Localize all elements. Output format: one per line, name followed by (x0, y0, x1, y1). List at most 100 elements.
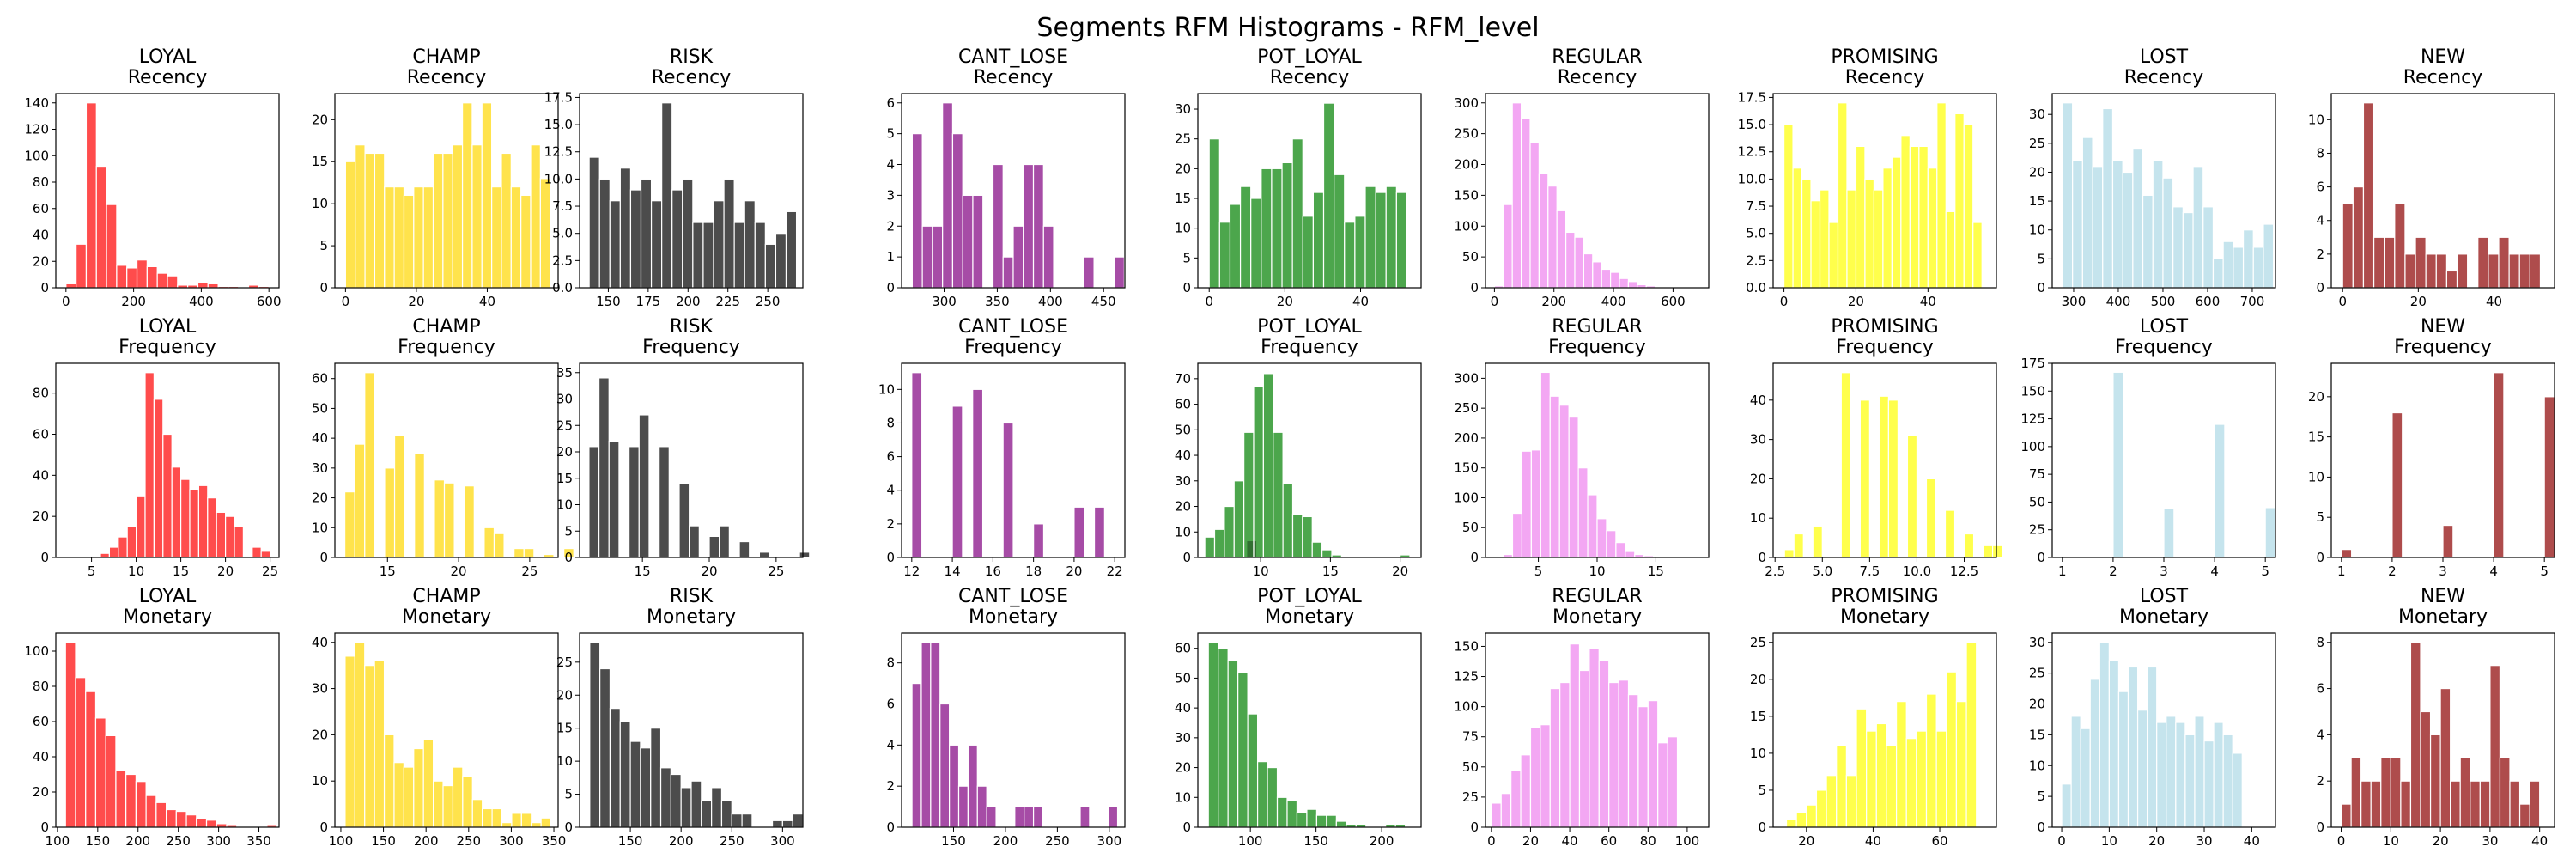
y-tick-label: 0 (886, 280, 895, 295)
histogram-bar (2493, 372, 2505, 558)
histogram-bar (1559, 681, 1571, 828)
histogram-bar (1944, 509, 1956, 558)
y-tick-label: 5 (1758, 783, 1766, 798)
histogram-bar (2459, 757, 2471, 828)
x-tick-label: 40 (479, 294, 495, 309)
histogram-bar (2425, 253, 2437, 289)
histogram-bar (393, 762, 404, 828)
y-tick-label: 0 (2316, 280, 2324, 295)
x-tick-label: 20 (451, 564, 467, 579)
histogram-bar (1609, 271, 1620, 289)
x-tick-label: 200 (676, 294, 701, 309)
y-tick-label: 20 (1175, 161, 1191, 176)
histogram-bar (2156, 722, 2167, 828)
histogram-bar (2172, 206, 2184, 289)
panel-segment-title: CHAMP (412, 316, 480, 338)
histogram-bar (2214, 423, 2226, 558)
histogram-bar (364, 665, 375, 828)
y-tick-label: 50 (1462, 249, 1479, 265)
histogram-bar (95, 165, 107, 289)
histogram-bar (1587, 494, 1598, 558)
histogram-bar (758, 551, 770, 558)
y-tick-label: 15 (312, 154, 328, 169)
histogram-bar (433, 780, 444, 828)
histogram-bar (1793, 533, 1804, 558)
y-tick-label: 0 (2316, 819, 2324, 835)
histogram-bar (2264, 507, 2276, 558)
histogram-bar (1855, 145, 1866, 289)
histogram-bar (393, 186, 405, 289)
panel-metric-title: Monetary (1840, 606, 1929, 628)
panel-segment-title: LOYAL (139, 46, 197, 68)
y-tick-label: 100 (1454, 699, 1479, 715)
histogram-bar (1326, 814, 1337, 828)
histogram-bar (207, 497, 217, 558)
histogram-bar (1845, 775, 1857, 828)
histogram-bar (216, 823, 228, 828)
histogram-bar (2499, 757, 2511, 828)
histogram-bar (720, 800, 732, 828)
histogram-bar (1079, 806, 1091, 828)
x-tick-label: 300 (206, 833, 231, 849)
panel-segment-title: REGULAR (1552, 46, 1642, 68)
y-tick-label: 70 (1175, 371, 1191, 387)
histogram-bar (2080, 728, 2091, 828)
histogram-bar (713, 200, 725, 289)
panel-metric-title: Monetary (647, 606, 736, 628)
x-tick-label: 350 (542, 833, 567, 849)
histogram-bar (1547, 186, 1558, 289)
histogram-bar (723, 178, 735, 289)
panel-segment-title: POT_LOYAL (1257, 46, 1362, 68)
histogram-bar (1491, 802, 1502, 828)
y-tick-label: 0 (40, 280, 49, 295)
y-tick-label: 15.0 (1738, 117, 1766, 132)
histogram-bar (1569, 643, 1581, 828)
y-tick-label: 10 (312, 773, 328, 789)
y-tick-label: 8 (2316, 635, 2324, 650)
x-tick-label: 4 (2210, 564, 2219, 579)
histogram-bar (1321, 549, 1333, 558)
histogram-bar (1247, 713, 1259, 828)
histogram-bar (972, 194, 984, 289)
y-tick-label: 10 (2308, 469, 2324, 484)
x-tick-label: 250 (456, 833, 481, 849)
histogram-bar (942, 102, 954, 289)
x-tick-label: 250 (166, 833, 191, 849)
histogram-bar (1836, 745, 1847, 828)
histogram-bar (764, 243, 777, 289)
histogram-bar (1204, 536, 1216, 558)
x-tick-label: 20 (1392, 564, 1408, 579)
histogram-bar (2342, 203, 2354, 289)
histogram-bar (1500, 793, 1512, 828)
y-tick-label: 25 (1750, 635, 1766, 650)
histogram-bar (1945, 210, 1956, 289)
histogram-bar (1032, 163, 1044, 289)
x-tick-label: 0 (1205, 294, 1213, 309)
y-tick-label: 25 (1175, 131, 1191, 147)
y-tick-label: 75 (1462, 729, 1479, 745)
x-tick-label: 300 (1097, 833, 1122, 849)
histogram-bar (2394, 203, 2406, 289)
y-tick-label: 25 (556, 655, 573, 670)
histogram-bar (344, 655, 355, 828)
x-tick-label: 150 (85, 833, 110, 849)
histogram-bar (1302, 216, 1315, 289)
histogram-bar (464, 485, 475, 558)
y-tick-label: 20 (33, 509, 49, 524)
x-tick-label: 2 (2109, 564, 2117, 579)
histogram-bar (1364, 186, 1376, 289)
histogram-bar (1577, 467, 1589, 558)
y-tick-label: 0 (1758, 819, 1766, 835)
y-tick-label: 50 (2029, 494, 2045, 509)
y-tick-label: 150 (1454, 638, 1479, 654)
y-tick-label: 20 (556, 444, 573, 460)
histogram-bar (680, 787, 692, 828)
histogram-bar (1619, 277, 1629, 289)
histogram-bar (2166, 716, 2177, 828)
histogram-bar (1963, 533, 1975, 558)
histogram-bar (1315, 814, 1327, 828)
x-tick-label: 7.5 (1859, 564, 1880, 579)
axes-frame (1485, 93, 1710, 289)
